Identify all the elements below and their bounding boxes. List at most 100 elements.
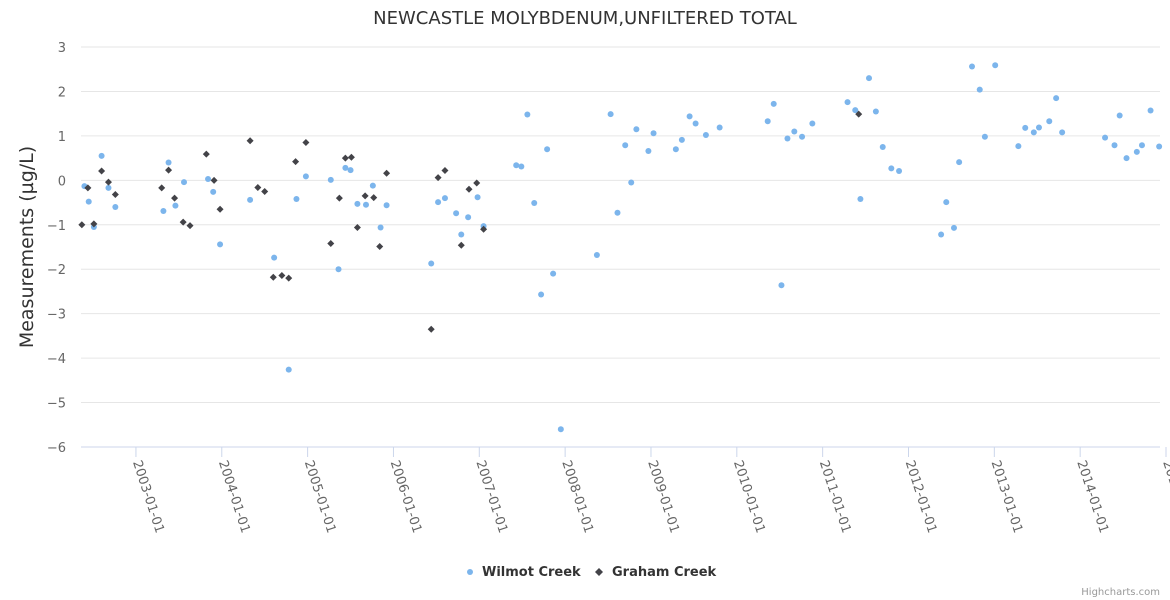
wilmot-creek-point[interactable] [1147, 107, 1154, 114]
wilmot-creek-point[interactable] [518, 163, 525, 170]
wilmot-creek-point[interactable] [285, 366, 292, 373]
graham-creek-point[interactable] [347, 153, 355, 161]
wilmot-creek-point[interactable] [956, 159, 963, 166]
graham-creek-point[interactable] [104, 178, 112, 186]
wilmot-creek-point[interactable] [976, 86, 983, 93]
wilmot-creek-point[interactable] [809, 120, 816, 127]
wilmot-creek-point[interactable] [1046, 118, 1053, 125]
wilmot-creek-point[interactable] [369, 182, 376, 189]
wilmot-creek-point[interactable] [857, 196, 864, 202]
wilmot-creek-point[interactable] [686, 113, 693, 120]
wilmot-creek-point[interactable] [1059, 129, 1066, 136]
wilmot-creek-point[interactable] [702, 132, 709, 138]
wilmot-creek-point[interactable] [764, 118, 771, 125]
wilmot-creek-point[interactable] [435, 199, 442, 206]
graham-creek-point[interactable] [278, 271, 286, 279]
wilmot-creek-point[interactable] [981, 133, 988, 140]
wilmot-creek-point[interactable] [544, 146, 551, 153]
graham-creek-point[interactable] [111, 191, 119, 199]
graham-creek-point[interactable] [186, 222, 194, 230]
wilmot-creek-point[interactable] [872, 108, 879, 115]
wilmot-creek-point[interactable] [172, 202, 179, 209]
wilmot-creek-point[interactable] [271, 254, 278, 261]
wilmot-creek-point[interactable] [866, 75, 873, 82]
wilmot-creek-point[interactable] [943, 199, 950, 206]
wilmot-creek-point[interactable] [531, 200, 538, 206]
wilmot-creek-point[interactable] [98, 152, 105, 159]
graham-creek-point[interactable] [361, 192, 369, 200]
wilmot-creek-point[interactable] [1111, 142, 1118, 149]
wilmot-creek-point[interactable] [165, 159, 172, 166]
wilmot-creek-point[interactable] [1022, 124, 1029, 131]
wilmot-creek-point[interactable] [888, 165, 895, 172]
wilmot-creek-point[interactable] [210, 188, 217, 195]
graham-creek-point[interactable] [216, 205, 224, 213]
graham-creek-point[interactable] [383, 169, 391, 177]
credits-link[interactable]: Highcharts.com [1081, 587, 1160, 598]
graham-creek-point[interactable] [158, 184, 166, 192]
wilmot-creek-point[interactable] [672, 146, 679, 153]
legend-item-wilmot[interactable]: Wilmot Creek [467, 565, 581, 580]
wilmot-creek-point[interactable] [335, 266, 342, 273]
wilmot-creek-point[interactable] [160, 208, 167, 214]
wilmot-creek-point[interactable] [557, 426, 564, 433]
wilmot-creek-point[interactable] [778, 282, 785, 289]
graham-creek-point[interactable] [261, 187, 269, 195]
graham-creek-point[interactable] [254, 183, 262, 191]
graham-creek-point[interactable] [465, 185, 473, 193]
wilmot-creek-point[interactable] [716, 124, 723, 131]
wilmot-creek-point[interactable] [607, 111, 614, 118]
graham-creek-point[interactable] [376, 243, 384, 251]
graham-creek-point[interactable] [179, 218, 187, 226]
wilmot-creek-point[interactable] [692, 120, 699, 127]
legend-item-graham[interactable]: Graham Creek [595, 565, 717, 580]
wilmot-creek-point[interactable] [513, 162, 520, 169]
graham-creek-point[interactable] [855, 110, 863, 118]
wilmot-creek-point[interactable] [645, 148, 652, 154]
graham-creek-point[interactable] [473, 179, 481, 187]
wilmot-creek-point[interactable] [112, 204, 119, 210]
wilmot-creek-point[interactable] [465, 214, 472, 221]
wilmot-creek-point[interactable] [1156, 143, 1163, 150]
wilmot-creek-point[interactable] [441, 195, 448, 202]
wilmot-creek-point[interactable] [217, 241, 224, 248]
wilmot-creek-point[interactable] [383, 202, 390, 209]
graham-creek-point[interactable] [171, 194, 179, 202]
wilmot-creek-point[interactable] [950, 224, 957, 231]
graham-creek-point[interactable] [370, 194, 378, 202]
wilmot-creek-point[interactable] [453, 210, 460, 217]
graham-creek-point[interactable] [341, 154, 349, 162]
wilmot-creek-point[interactable] [844, 99, 851, 106]
wilmot-creek-point[interactable] [896, 168, 903, 174]
graham-creek-point[interactable] [441, 167, 449, 175]
graham-creek-point[interactable] [84, 184, 92, 192]
wilmot-creek-point[interactable] [614, 209, 621, 216]
graham-creek-point[interactable] [480, 225, 488, 233]
graham-creek-point[interactable] [269, 273, 277, 281]
wilmot-creek-point[interactable] [628, 179, 635, 186]
wilmot-creek-point[interactable] [784, 135, 791, 142]
wilmot-creek-point[interactable] [1102, 134, 1109, 141]
wilmot-creek-point[interactable] [474, 194, 481, 201]
wilmot-creek-point[interactable] [969, 63, 976, 70]
wilmot-creek-point[interactable] [1116, 112, 1123, 119]
wilmot-creek-point[interactable] [428, 260, 435, 267]
wilmot-creek-point[interactable] [524, 111, 531, 118]
wilmot-creek-point[interactable] [633, 126, 640, 133]
graham-creek-point[interactable] [302, 139, 310, 147]
wilmot-creek-point[interactable] [181, 179, 188, 186]
wilmot-creek-point[interactable] [1138, 142, 1145, 149]
graham-creek-point[interactable] [98, 167, 106, 175]
wilmot-creek-point[interactable] [302, 173, 309, 180]
wilmot-creek-point[interactable] [1053, 95, 1060, 102]
legend-label-graham[interactable]: Graham Creek [612, 565, 717, 580]
wilmot-creek-point[interactable] [458, 231, 465, 238]
wilmot-creek-point[interactable] [347, 167, 354, 174]
wilmot-creek-point[interactable] [205, 176, 212, 182]
wilmot-creek-point[interactable] [791, 128, 798, 135]
graham-creek-point[interactable] [327, 239, 335, 247]
wilmot-creek-point[interactable] [1035, 124, 1042, 131]
wilmot-creek-point[interactable] [327, 176, 334, 183]
wilmot-creek-point[interactable] [992, 62, 999, 69]
wilmot-creek-point[interactable] [342, 164, 349, 171]
